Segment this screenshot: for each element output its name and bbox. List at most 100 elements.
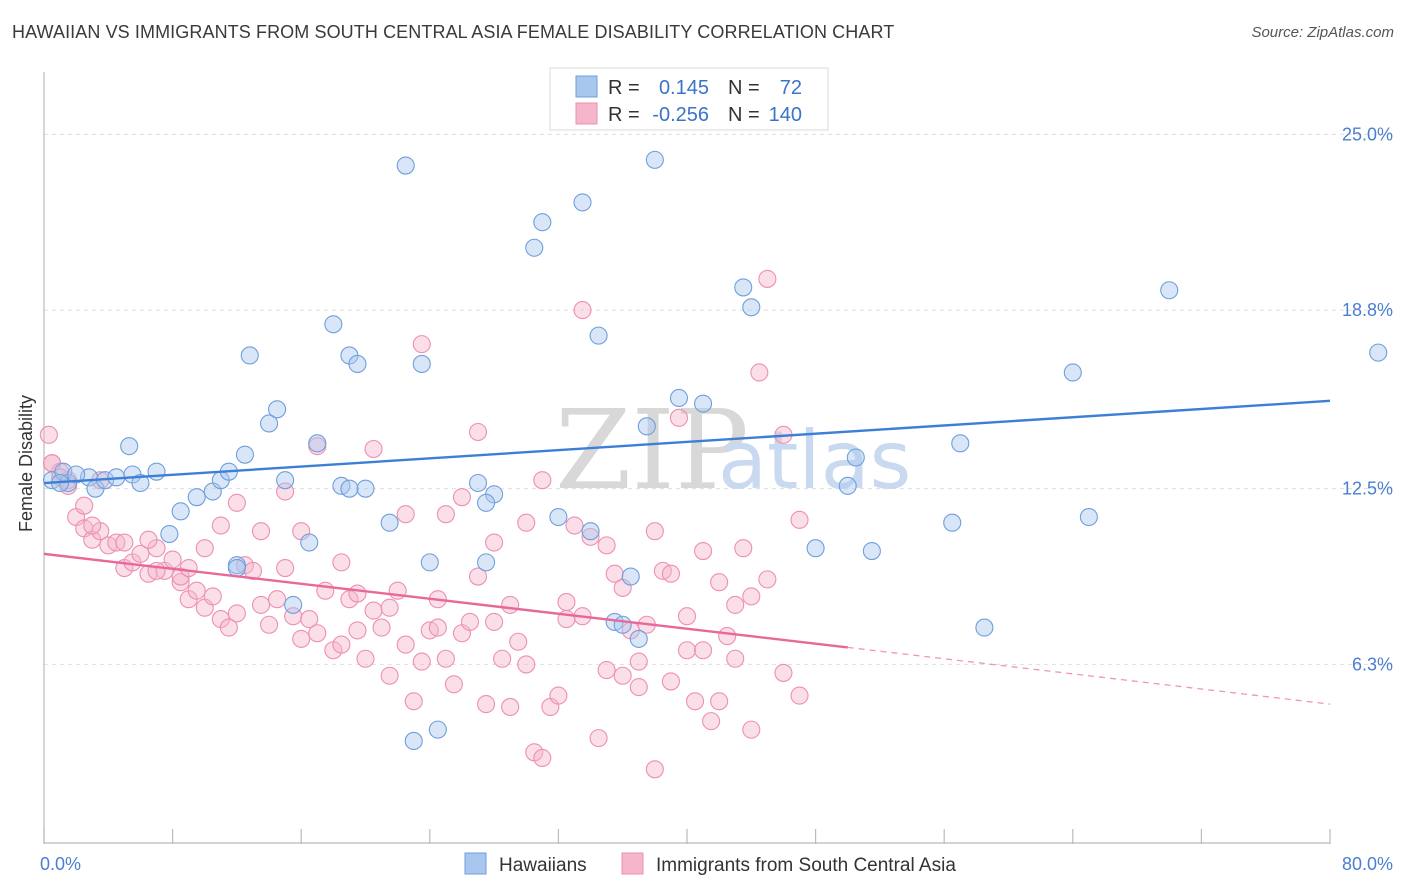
point-hawaiians [846,448,865,467]
point-hawaiians [324,315,343,334]
point-immigrants [669,408,689,427]
point-hawaiians [300,533,319,552]
point-hawaiians [420,553,439,572]
point-immigrants [179,558,198,578]
point-immigrants [645,760,664,779]
point-immigrants [211,516,230,535]
point-immigrants [750,363,769,382]
point-hawaiians [259,414,279,433]
y-tick-label: 25.0% [1342,124,1393,144]
point-immigrants [517,513,536,532]
point-immigrants [597,536,616,555]
point-hawaiians [951,434,970,453]
point-immigrants [404,692,423,711]
point-immigrants [412,652,431,671]
point-hawaiians [235,445,254,464]
point-immigrants [332,635,351,654]
legend-swatch-blue [575,75,598,98]
point-immigrants [380,598,399,617]
point-immigrants [685,692,705,711]
point-hawaiians [268,400,287,419]
point-immigrants [758,570,777,589]
trend-line-hawaiians [43,399,1331,485]
point-hawaiians [637,417,656,436]
point-immigrants [39,425,58,444]
point-hawaiians [629,629,648,648]
point-immigrants [533,748,552,768]
point-immigrants [477,695,496,714]
point-hawaiians [396,156,415,175]
legend-n-label-1: N = [728,77,760,99]
point-hawaiians [645,150,664,169]
point-immigrants [718,627,737,646]
point-immigrants [613,666,632,685]
point-hawaiians [477,493,496,512]
trend-line-immigrants [43,552,848,649]
point-immigrants [452,488,472,507]
series-hawaiians-points [42,150,1388,751]
bottom-legend: Hawaiians Immigrants from South Central … [464,852,956,876]
point-immigrants [710,692,729,711]
point-hawaiians [131,473,150,493]
bottom-legend-immigrants: Immigrants from South Central Asia [656,855,956,876]
point-immigrants [694,541,713,561]
point-immigrants [444,675,463,694]
point-immigrants [694,641,713,660]
point-hawaiians [160,524,179,544]
point-immigrants [364,601,383,620]
point-immigrants [251,595,271,614]
point-immigrants [661,564,680,583]
point-immigrants [533,471,552,490]
point-immigrants [573,301,592,320]
axes [43,72,1331,844]
point-immigrants [436,505,455,524]
legend-r-value-2: -0.256 [652,104,709,126]
x-tick-label: 80.0% [1342,854,1393,874]
point-immigrants [581,527,600,546]
x-tick-label: 0.0% [40,854,81,874]
point-hawaiians [694,394,713,413]
point-immigrants [436,649,455,668]
point-immigrants [147,561,166,580]
point-immigrants [485,612,504,631]
point-immigrants [509,632,528,651]
point-immigrants [356,649,375,668]
point-hawaiians [276,471,295,490]
chart-title: HAWAIIAN VS IMMIGRANTS FROM SOUTH CENTRA… [12,22,895,42]
point-hawaiians [533,213,552,232]
point-immigrants [501,595,520,614]
point-immigrants [292,629,311,648]
trend-lines [43,399,1331,705]
point-immigrants [276,558,295,578]
bottom-legend-swatch-blue [464,852,487,875]
point-hawaiians [308,434,327,453]
legend-r-label-1: R = [608,77,640,99]
y-tick-labels: 6.3% 12.5% 18.8% 25.0% [1342,124,1393,674]
point-immigrants [251,522,271,541]
point-hawaiians [1369,343,1388,362]
point-hawaiians [549,507,568,527]
point-immigrants [203,587,222,606]
point-immigrants [268,590,287,609]
point-hawaiians [943,513,962,532]
watermark-zip: ZIP [555,386,749,514]
point-hawaiians [240,346,259,365]
point-immigrants [259,615,279,634]
point-hawaiians [468,473,488,493]
watermark-atlas: atlas [718,414,911,507]
point-hawaiians [838,476,857,495]
point-immigrants [372,618,391,637]
point-immigrants [677,641,697,660]
point-immigrants [460,612,480,631]
point-hawaiians [589,326,608,345]
point-immigrants [195,539,214,558]
point-immigrants [308,624,327,643]
point-immigrants [597,661,616,680]
point-hawaiians [613,615,632,634]
point-hawaiians [67,465,86,484]
point-hawaiians [1063,363,1082,382]
series-immigrants-points [39,269,809,779]
point-immigrants [348,621,367,640]
point-immigrants [726,595,745,614]
point-hawaiians [525,238,544,257]
